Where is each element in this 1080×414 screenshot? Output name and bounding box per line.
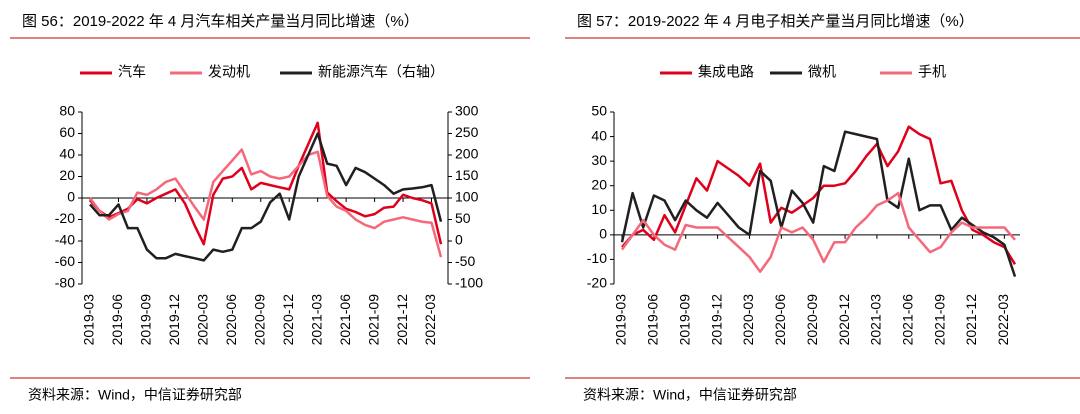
chart-title: 图 56：2019-2022 年 4 月汽车相关产量当月同比增速（%） — [22, 13, 419, 30]
y-tick-label: 40 — [59, 146, 75, 162]
y-tick-label: 40 — [591, 127, 607, 143]
series-line — [89, 121, 443, 246]
x-tick-label: 2022-03 — [995, 294, 1011, 346]
x-tick-label: 2022-03 — [422, 294, 438, 346]
y-tick-label: -40 — [55, 232, 75, 248]
y2-tick-label: -100 — [455, 275, 483, 291]
x-tick-label: 2021-06 — [899, 294, 915, 346]
y-tick-label: 60 — [59, 124, 75, 140]
y2-tick-label: 300 — [455, 103, 479, 119]
y-tick-label: 30 — [591, 152, 607, 168]
y2-tick-label: 50 — [455, 210, 471, 226]
y2-tick-label: 150 — [455, 167, 479, 183]
legend-label: 手机 — [918, 64, 946, 80]
y-tick-label: 10 — [591, 201, 607, 217]
x-tick-label: 2021-12 — [394, 294, 410, 346]
x-tick-label: 2019-12 — [166, 294, 182, 346]
y-tick-label: 0 — [67, 189, 75, 205]
x-tick-label: 2020-12 — [836, 294, 852, 346]
legend-label: 新能源汽车（右轴） — [318, 64, 444, 80]
legend-label: 发动机 — [208, 64, 250, 80]
source: 资料来源：Wind，中信证券研究部 — [583, 387, 797, 403]
x-tick-label: 2020-06 — [223, 294, 239, 346]
y-tick-label: -20 — [55, 210, 75, 226]
legend-label: 微机 — [808, 64, 836, 80]
legend-label: 汽车 — [118, 64, 146, 80]
y-tick-label: -20 — [587, 275, 607, 291]
x-tick-label: 2020-03 — [740, 294, 756, 346]
x-tick-label: 2021-03 — [308, 294, 324, 346]
x-tick-label: 2020-06 — [772, 294, 788, 346]
series-line — [88, 148, 443, 258]
x-tick-label: 2021-03 — [868, 294, 884, 346]
x-tick-label: 2020-03 — [195, 294, 211, 346]
x-tick-label: 2019-09 — [138, 294, 154, 346]
x-tick-label: 2019-09 — [676, 294, 692, 346]
x-tick-label: 2019-12 — [708, 294, 724, 346]
x-tick-label: 2019-06 — [109, 294, 125, 346]
x-tick-label: 2021-09 — [365, 294, 381, 346]
x-tick-label: 2021-09 — [931, 294, 947, 346]
y-tick-label: 20 — [59, 167, 75, 183]
series-line — [89, 132, 443, 262]
x-tick-label: 2019-03 — [613, 294, 629, 346]
y-tick-label: -60 — [55, 253, 75, 269]
legend-label: 集成电路 — [698, 64, 754, 80]
y-tick-label: -80 — [55, 275, 75, 291]
y-tick-label: 80 — [59, 103, 75, 119]
y-tick-label: 0 — [599, 226, 607, 242]
x-tick-label: 2019-03 — [81, 294, 97, 346]
y-tick-label: 20 — [591, 176, 607, 192]
series-line — [620, 191, 1016, 273]
x-tick-label: 2020-09 — [804, 294, 820, 346]
x-tick-label: 2020-09 — [251, 294, 267, 346]
y2-tick-label: 250 — [455, 124, 479, 140]
y2-tick-label: 0 — [455, 232, 463, 248]
y-tick-label: -10 — [587, 250, 607, 266]
x-tick-label: 2020-12 — [280, 294, 296, 346]
x-tick-label: 2021-06 — [337, 294, 353, 346]
y-tick-label: 50 — [591, 103, 607, 119]
y2-tick-label: 200 — [455, 146, 479, 162]
chart-title: 图 57：2019-2022 年 4 月电子相关产量当月同比增速（%） — [577, 13, 974, 30]
x-tick-label: 2021-12 — [963, 294, 979, 346]
source: 资料来源：Wind，中信证券研究部 — [28, 387, 242, 403]
x-tick-label: 2019-06 — [645, 294, 661, 346]
y2-tick-label: 100 — [455, 189, 479, 205]
y2-tick-label: -50 — [455, 253, 475, 269]
series-line — [620, 130, 1017, 277]
